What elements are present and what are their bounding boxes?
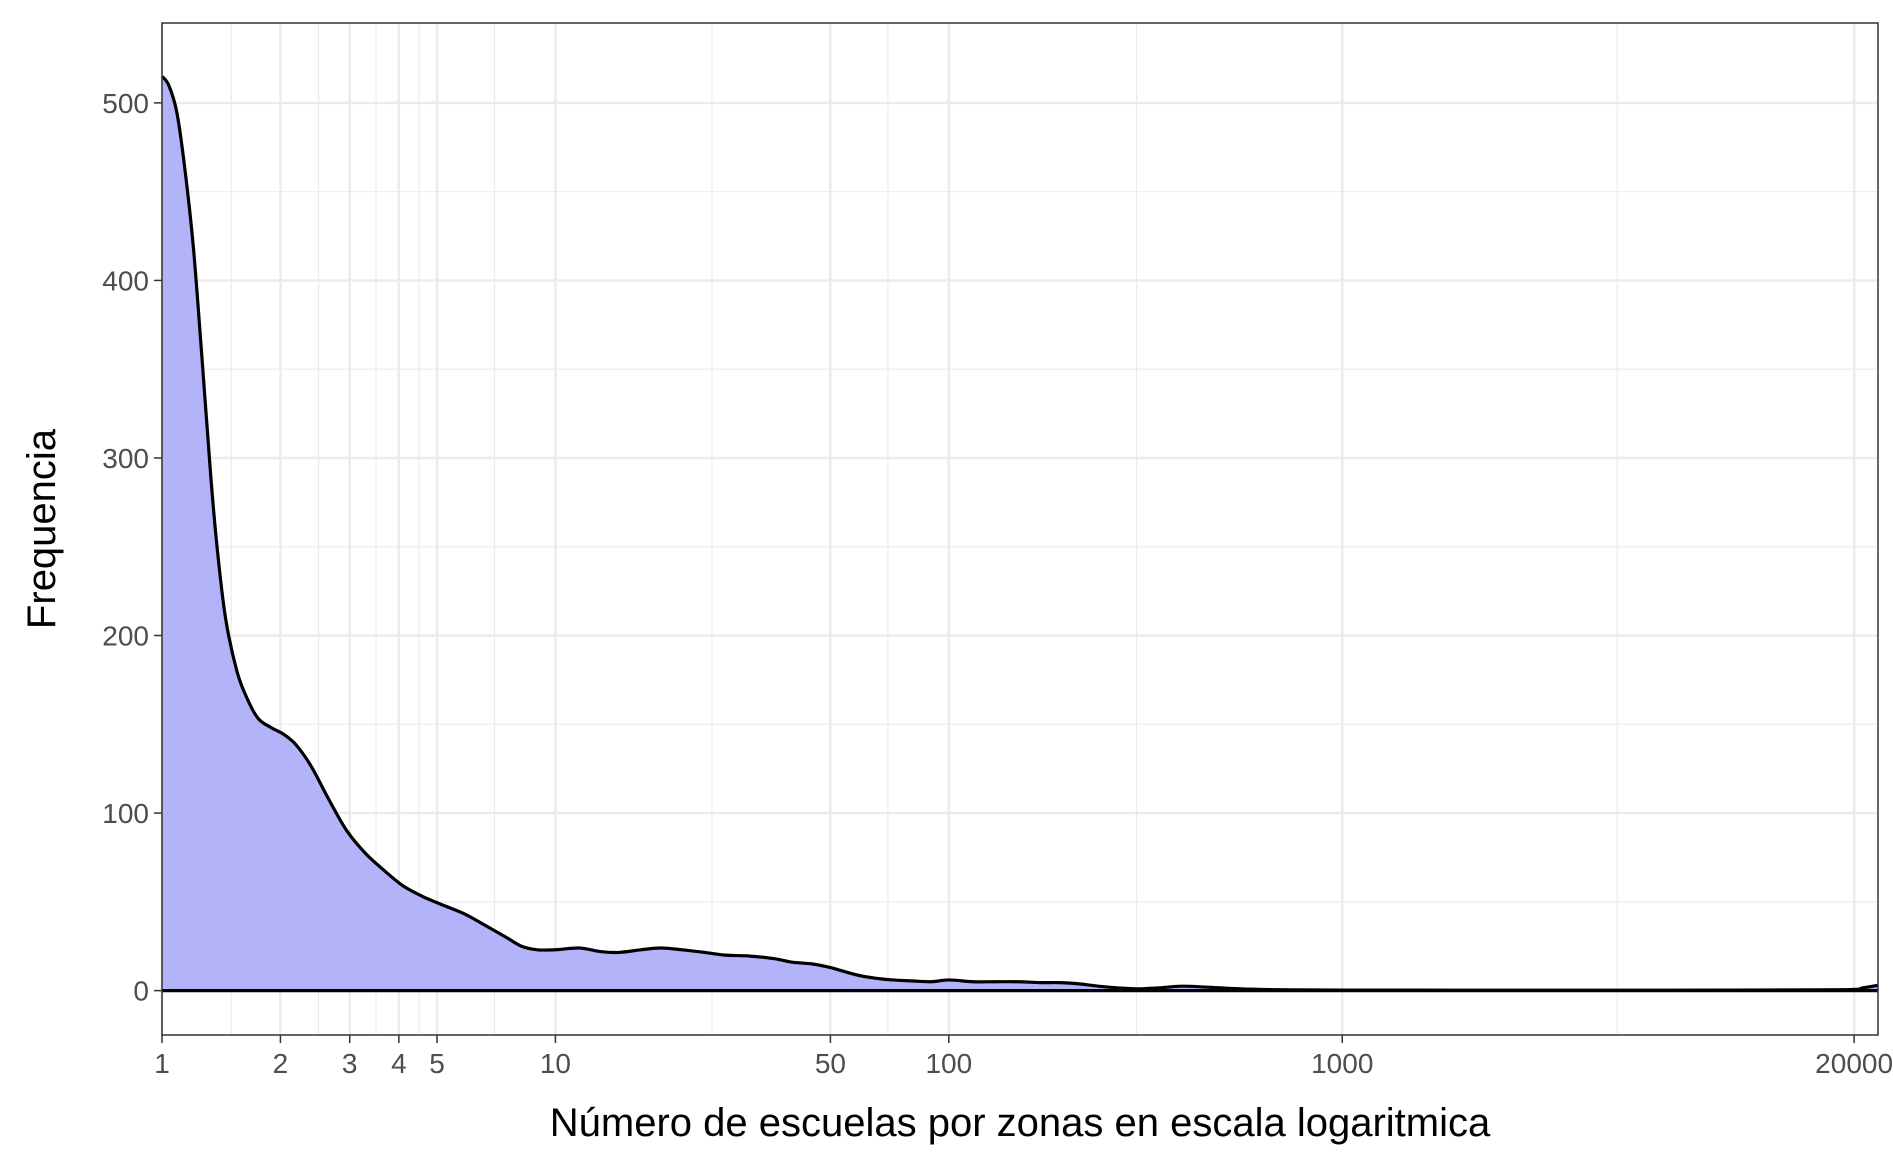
x-tick-label: 5 xyxy=(429,1048,445,1079)
x-tick-label: 3 xyxy=(342,1048,358,1079)
x-tick-label: 20000 xyxy=(1815,1048,1893,1079)
y-tick-label: 200 xyxy=(102,621,149,652)
density-area xyxy=(162,76,1878,991)
density-line xyxy=(160,75,1879,992)
y-tick-label: 500 xyxy=(102,88,149,119)
y-axis: 0 100 200 300 400 500 xyxy=(102,88,162,1007)
x-tick-label: 1000 xyxy=(1311,1048,1373,1079)
y-tick-label: 100 xyxy=(102,798,149,829)
y-tick-label: 400 xyxy=(102,265,149,296)
x-tick-label: 50 xyxy=(815,1048,846,1079)
y-tick-label: 300 xyxy=(102,443,149,474)
minor-grid xyxy=(162,23,1878,1035)
x-axis: 1 2 3 4 5 10 50 100 1000 20000 xyxy=(154,1035,1893,1079)
x-tick-label: 100 xyxy=(925,1048,972,1079)
plot-panel-border xyxy=(161,22,1879,1036)
x-tick-label: 1 xyxy=(154,1048,170,1079)
y-tick-label: 0 xyxy=(133,976,149,1007)
x-tick-label: 2 xyxy=(273,1048,289,1079)
x-axis-title: Número de escuelas por zonas en escala l… xyxy=(550,1101,1491,1145)
y-axis-title: Frequencia xyxy=(20,428,64,629)
x-tick-label: 4 xyxy=(391,1048,407,1079)
density-series xyxy=(160,75,1879,993)
x-tick-label: 10 xyxy=(540,1048,571,1079)
